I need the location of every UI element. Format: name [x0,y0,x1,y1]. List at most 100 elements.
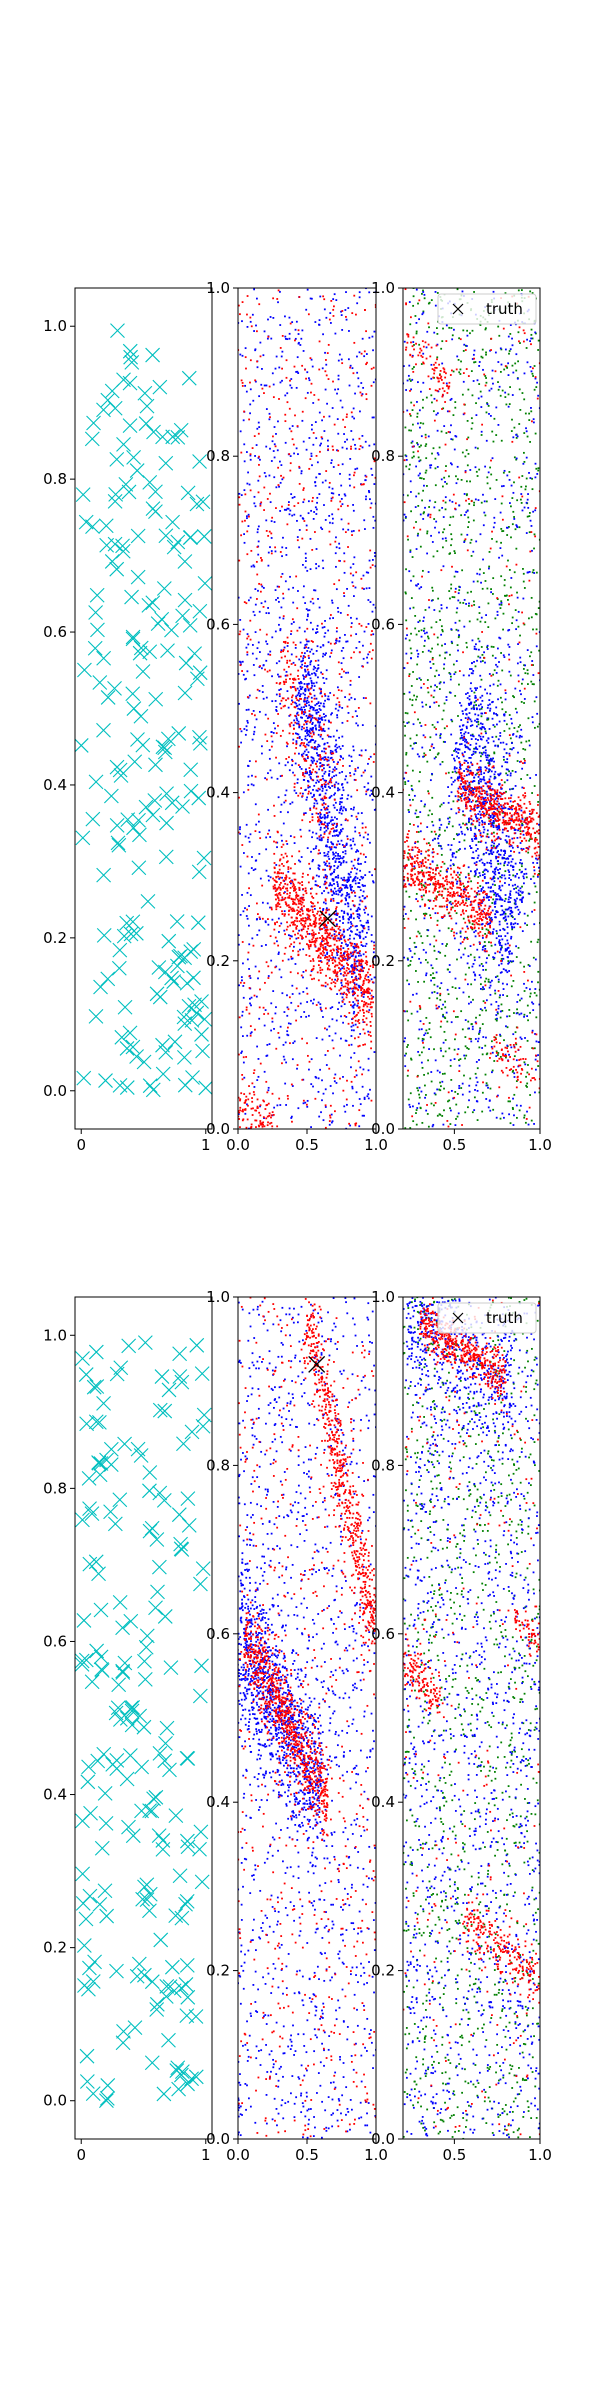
point [323,758,326,761]
point [333,1080,336,1083]
point [327,756,330,759]
point [274,880,277,882]
point [356,945,358,948]
point [291,957,294,960]
point [245,390,248,393]
point [516,591,518,594]
point [359,919,362,922]
point [241,1035,244,1037]
point [326,741,329,744]
point [514,707,517,710]
point [503,584,506,587]
point [356,467,359,470]
point [256,1098,259,1101]
point [248,905,250,907]
point [241,1014,244,1017]
point [456,997,458,1000]
point [241,1119,244,1122]
point [258,666,261,668]
point [364,474,367,477]
point [271,675,273,678]
point [261,884,264,887]
point [358,296,361,299]
point [302,919,305,922]
point [356,715,359,718]
point [434,897,436,900]
point [330,462,333,464]
point [309,945,312,948]
point [367,987,370,990]
point [492,673,495,676]
point [259,458,261,461]
point [330,949,332,952]
point [352,953,355,956]
point [350,411,353,414]
point [255,696,258,699]
point [245,367,247,370]
point [325,779,328,782]
point [373,552,376,554]
point [336,867,339,869]
point [315,832,318,835]
point [297,733,300,736]
point [423,645,426,647]
point [332,466,335,468]
point [318,687,321,690]
point [366,361,368,364]
point [454,671,457,674]
point [438,446,441,449]
point [269,501,272,504]
point [278,968,281,971]
point [325,829,328,832]
point [336,824,338,827]
point [364,769,366,772]
point [244,493,247,496]
point [275,756,277,759]
point [525,477,528,480]
point [487,980,490,983]
point [298,708,301,711]
point [289,379,291,382]
point [243,533,246,536]
point [497,1054,499,1056]
point [240,379,243,382]
point [352,509,355,512]
point [306,569,309,572]
point [267,335,270,338]
point [320,671,323,674]
point [458,1059,460,1062]
point [304,917,307,919]
point [361,1114,364,1117]
sample-marker [160,731,176,747]
point [419,721,421,724]
point [350,916,352,919]
point [290,378,293,380]
point [259,502,262,505]
point [365,587,368,590]
point [315,513,318,515]
point [273,443,276,446]
point [425,443,428,446]
point [321,803,324,806]
point [283,898,286,901]
point [328,1035,331,1037]
point [269,1122,271,1125]
point [295,893,298,896]
point [290,916,293,919]
point [406,494,409,497]
point [354,925,357,928]
point [262,664,265,667]
point [342,764,344,767]
point [309,764,312,767]
point [302,440,305,443]
point [273,476,276,479]
point [304,788,307,791]
point [356,968,359,971]
point [312,726,315,729]
point [333,806,336,809]
point [358,832,361,834]
point [488,754,491,757]
point [340,812,343,815]
point [362,1005,365,1008]
point [334,816,336,819]
